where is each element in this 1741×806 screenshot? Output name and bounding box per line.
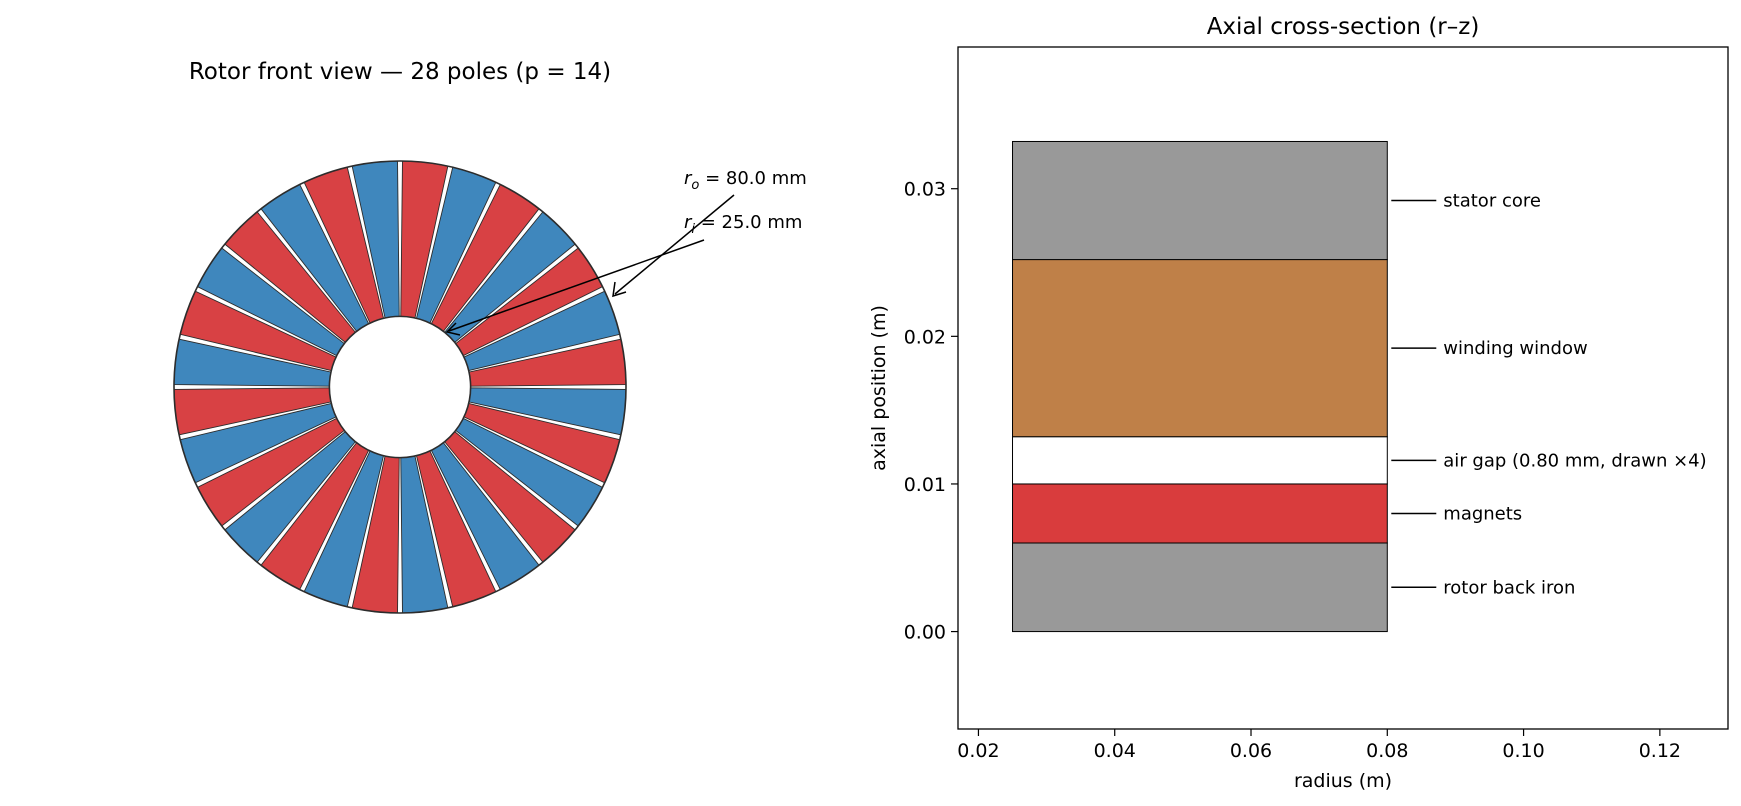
rotor-title: Rotor front view — 28 poles (p = 14) (189, 59, 611, 85)
section-panel: Axial cross-section (r–z) rotor back iro… (868, 14, 1729, 792)
layer-label: air gap (0.80 mm, drawn ×4) (1443, 450, 1706, 471)
inner-radius-label: ri = 25.0 mm (684, 212, 802, 237)
x-tick-label: 0.10 (1502, 740, 1544, 762)
x-axis-ticks: 0.02 0.04 0.06 0.08 0.10 0.12 (957, 729, 1681, 762)
x-axis-label: radius (m) (1294, 770, 1392, 792)
x-tick-label: 0.06 (1230, 740, 1272, 762)
layer-label: magnets (1443, 503, 1522, 524)
x-tick-label: 0.02 (957, 740, 999, 762)
y-tick-label: 0.03 (904, 179, 946, 201)
layer-rect (1012, 259, 1388, 438)
inner-radius-var: r (684, 212, 693, 233)
outer-radius-var: r (684, 168, 693, 189)
y-tick-label: 0.00 (904, 622, 946, 644)
rotor-outer-edge (173, 160, 627, 614)
outer-radius-value: = 80.0 mm (699, 168, 806, 189)
layer-rect (1012, 140, 1388, 261)
y-axis-ticks: 0.00 0.01 0.02 0.03 (904, 179, 958, 644)
inner-radius-arrow (445, 239, 705, 336)
x-tick-label: 0.08 (1366, 740, 1408, 762)
outer-radius-arrow (612, 194, 735, 298)
y-axis-label: axial position (m) (868, 305, 890, 471)
rotor-bore (328, 315, 472, 459)
plot-frame (957, 46, 1729, 730)
layer-rect (1012, 542, 1388, 633)
x-tick-label: 0.12 (1639, 740, 1681, 762)
layer-rect (1012, 436, 1388, 485)
inner-radius-value: = 25.0 mm (695, 212, 802, 233)
outer-radius-sub: o (691, 178, 699, 193)
layer-rect (1012, 483, 1388, 544)
layer-label: rotor back iron (1443, 577, 1575, 598)
x-tick-label: 0.04 (1094, 740, 1136, 762)
layer-label: winding window (1443, 338, 1587, 359)
y-tick-label: 0.01 (904, 474, 946, 496)
y-tick-label: 0.02 (904, 326, 946, 348)
section-layers (1012, 140, 1388, 633)
section-layer-labels: rotor back iron magnets air gap (0.80 mm, … (1391, 191, 1707, 598)
layer-label: stator core (1443, 191, 1541, 212)
section-title: Axial cross-section (r–z) (1207, 14, 1480, 40)
rotor-panel: Rotor front view — 28 poles (p = 14) ro … (173, 59, 807, 614)
rotor-slices (173, 160, 627, 614)
outer-radius-label: ro = 80.0 mm (684, 168, 807, 193)
